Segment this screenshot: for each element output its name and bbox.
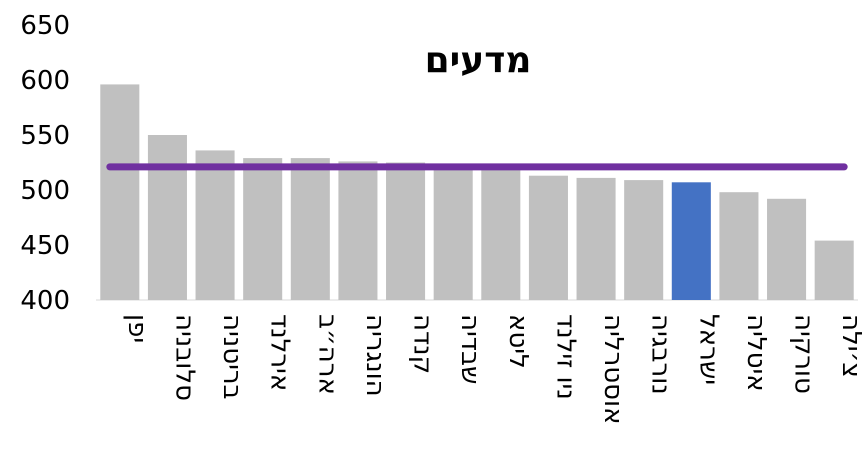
bar xyxy=(814,240,854,300)
bar xyxy=(719,192,759,300)
y-tick-label: 550 xyxy=(20,121,70,151)
category-label: ליטא xyxy=(503,314,533,369)
category-label: איטליה xyxy=(741,314,771,392)
y-tick-label: 500 xyxy=(20,176,70,206)
category-label: בריטניה xyxy=(217,314,247,400)
bar xyxy=(243,158,283,300)
bar xyxy=(100,84,140,301)
category-label: סלובניה xyxy=(169,314,199,401)
bar xyxy=(338,161,378,300)
category-label: אירלנד xyxy=(265,314,295,391)
chart-title: מדעים xyxy=(425,40,532,81)
category-label: שבדיה xyxy=(455,314,485,384)
bar xyxy=(290,158,330,300)
y-tick-label: 400 xyxy=(20,286,70,316)
bar xyxy=(147,135,187,300)
bar xyxy=(624,180,664,300)
category-label: נורבגיה xyxy=(646,314,676,395)
y-tick-label: 450 xyxy=(20,231,70,261)
bar xyxy=(767,198,807,300)
bar-highlighted xyxy=(671,182,711,300)
bar xyxy=(576,177,616,300)
category-labels: יפן סלובניה בריטניה אירלנד ארה״ב הונגריה קנדה ש… xyxy=(122,314,864,424)
category-label: ניו זילנד xyxy=(550,314,580,400)
bar xyxy=(386,162,426,300)
y-axis-ticks: 400 450 500 550 600 650 xyxy=(20,11,70,316)
bar xyxy=(528,175,568,300)
category-label: צ׳ילה xyxy=(836,314,864,378)
bars xyxy=(100,84,854,301)
bar xyxy=(481,169,521,300)
bar xyxy=(433,166,473,300)
category-label: טורקיה xyxy=(789,314,819,394)
bar xyxy=(195,150,235,300)
y-tick-label: 650 xyxy=(20,11,70,41)
category-label: קנדה xyxy=(408,314,438,374)
y-tick-label: 600 xyxy=(20,66,70,96)
category-label: אוסטרליה xyxy=(598,314,628,424)
category-label: הונגריה xyxy=(360,314,390,397)
category-label: ארה״ב xyxy=(312,314,342,395)
category-label: יפן xyxy=(122,314,152,343)
category-label: ישראל xyxy=(693,314,723,385)
